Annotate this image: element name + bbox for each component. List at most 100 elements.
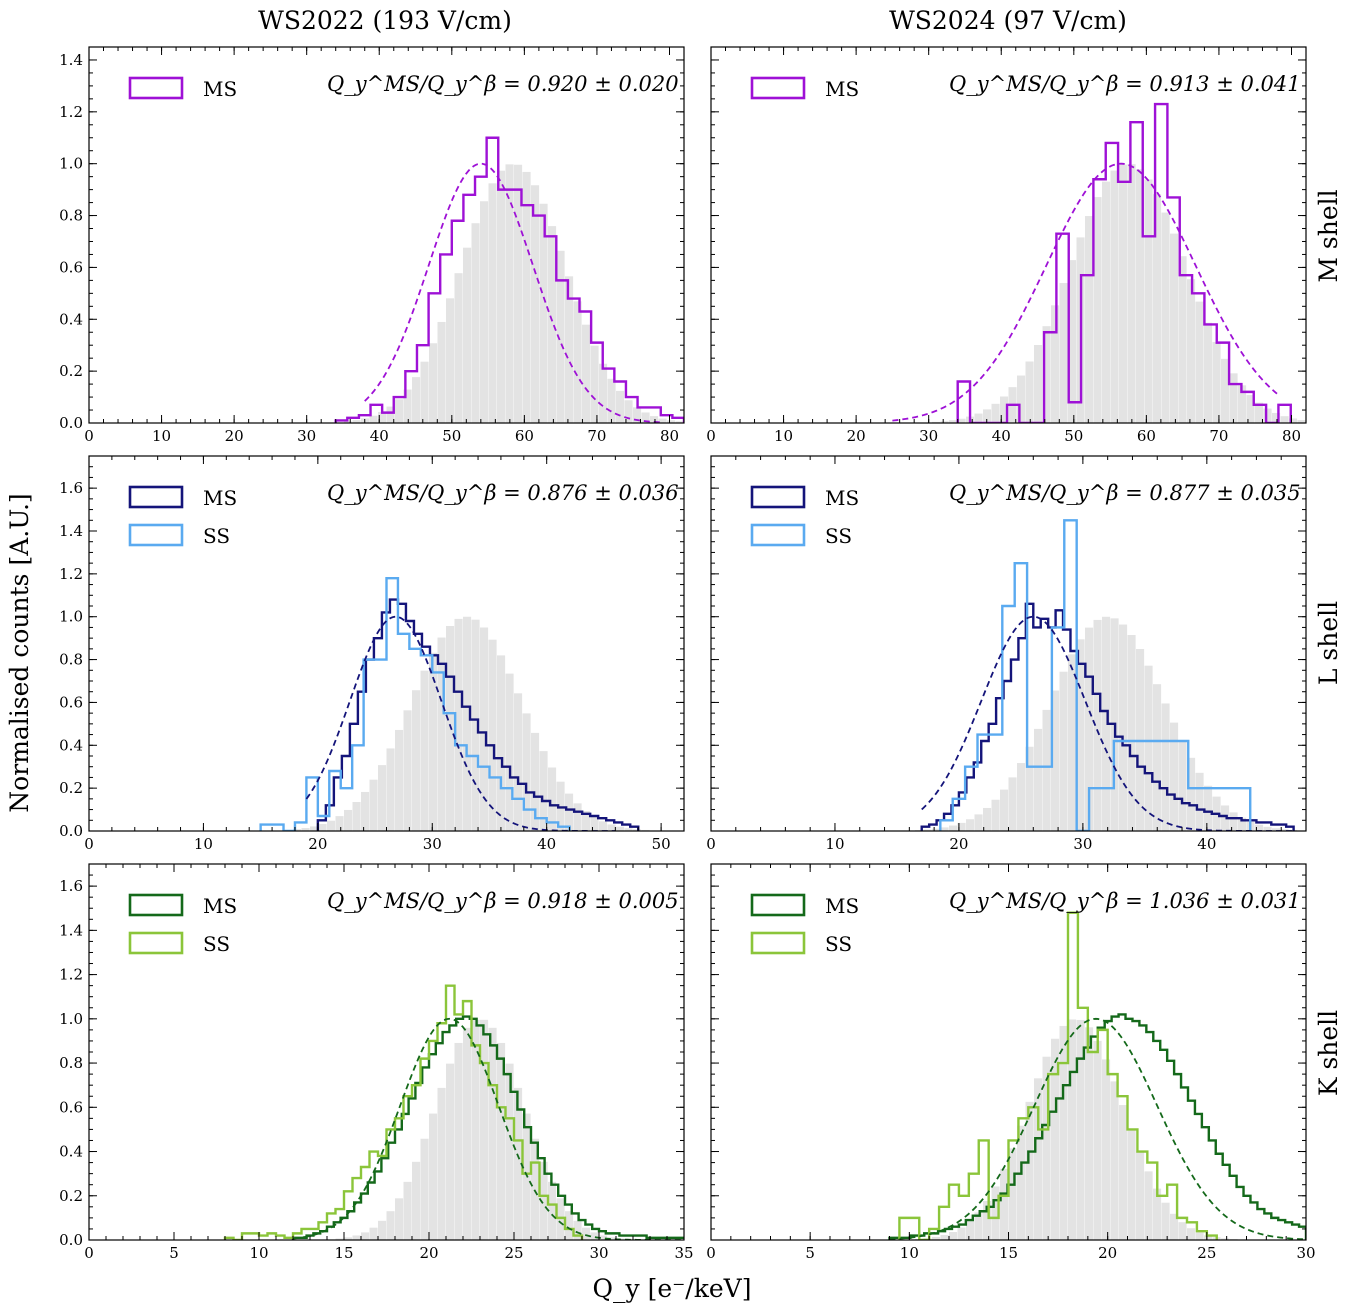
beta-bar [531,1138,540,1240]
beta-bar [1195,1232,1204,1240]
beta-bar [1136,169,1145,423]
y-tick-label: 1.6 [59,877,83,895]
beta-bar [607,1237,616,1240]
beta-bar [949,825,958,831]
panels: 0 10 20 30 40 50 60 70 800.00.20.40.60.81.01.21.… [59,46,1316,1262]
beta-bar [301,828,310,831]
beta-bar [1034,1078,1043,1240]
beta-bar [1017,375,1026,423]
beta-bar [983,1201,992,1240]
plot-area [259,576,650,831]
legend-label-ss: SS [203,932,230,956]
beta-bar [1093,1040,1102,1240]
y-tick-label: 0.4 [59,736,83,754]
beta-bar [1093,619,1102,831]
beta-bar [1076,1019,1085,1240]
y-tick-label: 0.6 [59,693,83,711]
beta-bar [974,814,983,831]
beta-bar [1068,260,1077,423]
x-axis-label: Q_y [e⁻/keV] [593,1274,752,1303]
histogram-ms [920,602,1295,831]
beta-bar [1229,812,1238,831]
beta-bar [940,421,949,423]
beta-bar [471,619,480,831]
beta-bar [1102,1059,1111,1240]
y-tick-label: 0.6 [59,258,83,276]
beta-bar [318,824,327,831]
beta-bar [675,421,684,423]
beta-bar [1025,361,1034,423]
y-tick-label: 0.4 [59,310,83,328]
beta-bar [616,826,625,831]
x-tick-label: 0 [84,427,94,445]
beta-bar [1289,418,1298,423]
x-tick-label: 70 [587,427,606,445]
beta-bar [1272,828,1281,831]
beta-bar [1246,395,1255,423]
beta-bar [1110,1081,1119,1240]
ratio-annotation: Q_y^MS/Q_y^β = 1.036 ± 0.031 [949,889,1301,913]
beta-bar [590,816,599,831]
beta-bar [599,363,608,423]
beta-bar [344,421,353,423]
beta-bar [1051,305,1060,423]
beta-bar [454,273,463,423]
x-tick-label: 60 [515,427,534,445]
beta-bar [1093,197,1102,423]
beta-bar [1034,728,1043,831]
plot-area [892,102,1306,423]
beta-bar [1187,757,1196,831]
gaussian-fit [292,1017,684,1240]
x-tick-label: 10 [152,427,171,445]
beta-bar [327,820,336,831]
x-tick-label: 40 [370,427,389,445]
beta-bar [531,732,540,831]
beta-bar [378,1220,387,1240]
axes-frame [710,455,1307,832]
y-tick-label: 1.4 [59,921,83,939]
beta-bar [395,399,404,423]
y-tick-label: 0.8 [59,1054,83,1072]
y-axis-label: Normalised counts [A.U.] [5,493,34,812]
beta-bar [378,765,387,831]
x-tick-label: 10 [194,835,213,853]
y-tick-label: 0.4 [59,1143,83,1161]
beta-bar [386,1211,395,1240]
beta-bar [957,418,966,423]
beta-bar [1238,385,1247,423]
beta-bar [412,1161,421,1240]
beta-bar [1085,627,1094,831]
panel-l2022: 0 10 20 30 40 50 0.0 0.2 0.4 0.6 0.8 1.0 1.2 1.4 1.6 MS… [59,455,685,853]
beta-bar [607,824,616,831]
x-tick-label: 20 [225,427,244,445]
beta-bar [412,377,421,423]
beta-bar [1255,824,1264,831]
beta-bar [1280,829,1289,831]
beta-bar [1178,1222,1187,1240]
beta-bar [497,655,506,831]
beta-bar [361,1232,370,1240]
beta-bar [607,378,616,423]
beta-bar [1170,1213,1179,1240]
y-tick-label: 0.0 [59,1231,83,1249]
beta-bar [1229,373,1238,423]
x-tick-label: 25 [504,1244,523,1262]
legend-label-ms: MS [825,486,859,510]
y-tick-label: 1.2 [59,103,83,121]
beta-bar [1144,1171,1153,1240]
beta-bar [1153,1188,1162,1240]
ratio-annotation: Q_y^MS/Q_y^β = 0.920 ± 0.020 [327,72,679,96]
legend-swatch-ms [128,76,184,100]
beta-bar [1204,322,1213,423]
y-tick-label: 0.0 [59,414,83,432]
beta-bar [1153,684,1162,831]
beta-bar [565,276,574,423]
x-tick-label: 35 [674,1244,693,1262]
beta-bar [556,1198,565,1240]
beta-bar [1085,216,1094,423]
beta-bar [1034,344,1043,423]
beta-bar [1059,1025,1068,1240]
beta-bar [471,1019,480,1240]
y-tick-label: 1.2 [59,565,83,583]
